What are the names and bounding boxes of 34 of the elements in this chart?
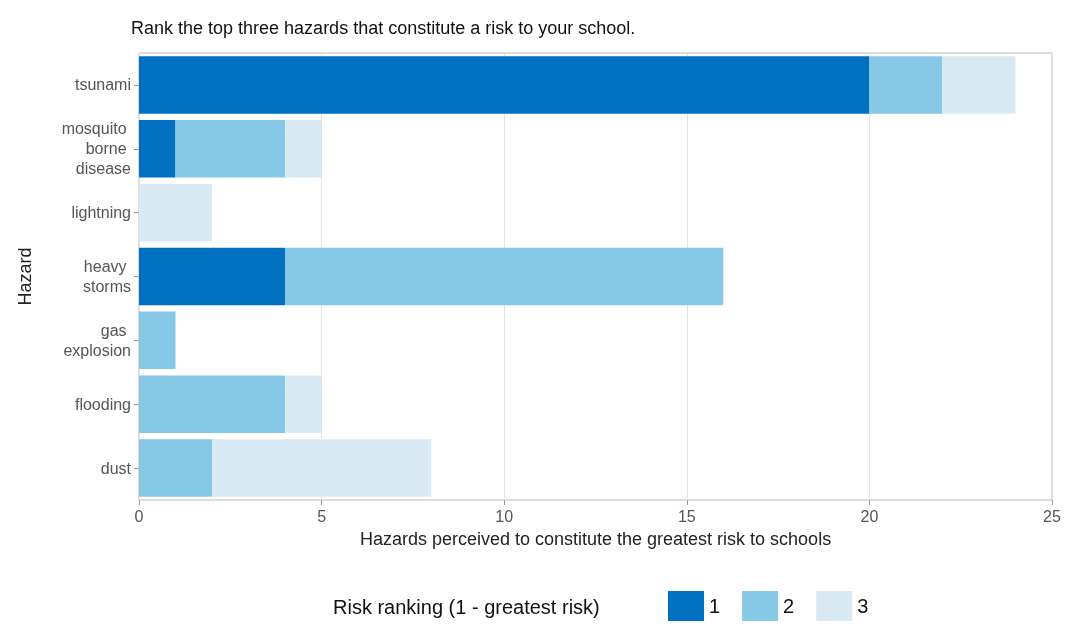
y-tick-label: lightning [71, 204, 131, 222]
x-tick-label: 5 [317, 507, 327, 525]
bar [139, 247, 286, 306]
y-tick-label: dust [100, 459, 132, 477]
legend-label: 2 [783, 595, 795, 617]
y-tick-label: heavy storms [83, 258, 131, 295]
bar [212, 439, 432, 497]
x-tick-label: 15 [677, 507, 696, 525]
bar [139, 439, 213, 497]
x-axis-title: Hazards perceived to constitute the greatest risk to schools [359, 529, 832, 549]
bar [139, 311, 176, 370]
y-tick-label: tsunami [74, 76, 131, 94]
y-tick-label: flooding [74, 395, 131, 413]
bar [139, 120, 176, 178]
bar [285, 375, 322, 433]
y-tick-label: mosquito borne disease [61, 120, 132, 178]
bar [942, 56, 1016, 114]
y-axis-title: Hazard [15, 247, 35, 306]
x-tick-label: 25 [1043, 507, 1061, 525]
bar [285, 247, 724, 306]
y-tick-label: gas explosion [63, 321, 131, 359]
x-tick-label: 0 [134, 507, 144, 525]
bar [869, 56, 943, 114]
bar [139, 56, 870, 114]
legend-label: 1 [709, 595, 721, 617]
x-tick-label: 10 [495, 507, 514, 525]
chart-title: Rank the top three hazards that constitute a risk to your school. [131, 18, 636, 38]
bar [175, 120, 286, 178]
x-tick-label: 20 [860, 507, 879, 525]
bar [139, 375, 286, 433]
bar [139, 183, 213, 242]
legend-title: Risk ranking (1 - greatest risk) [333, 596, 600, 618]
bar [285, 120, 322, 178]
legend-label: 3 [857, 595, 869, 617]
